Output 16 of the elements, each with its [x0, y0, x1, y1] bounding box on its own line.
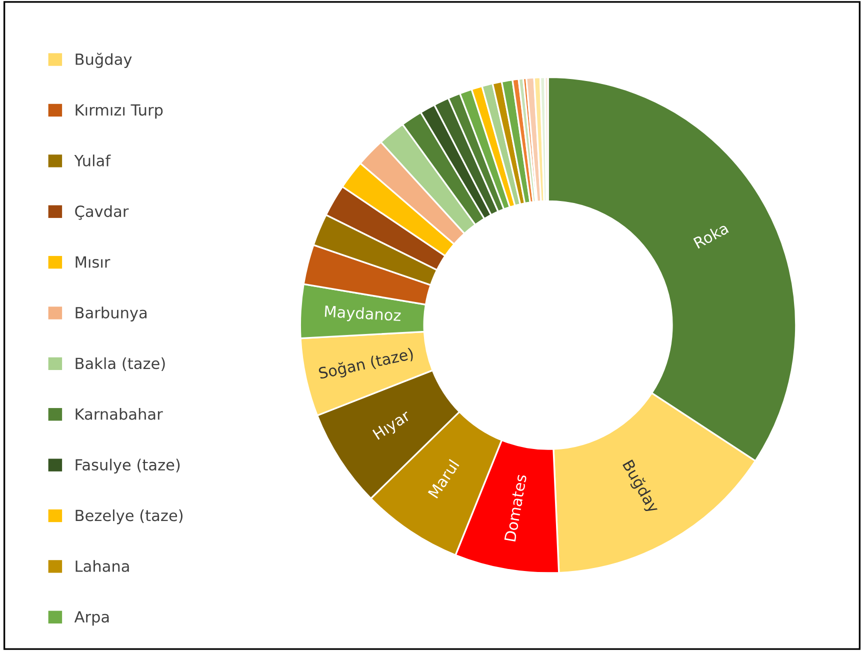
- legend-label: Bakla (taze): [76, 357, 165, 371]
- legend-label: Mısır: [76, 256, 110, 268]
- data-label: Soğan (taze): [318, 347, 414, 382]
- legend-label: Çavdar: [75, 205, 129, 220]
- legend-label: Karnabahar: [76, 408, 163, 420]
- legend-label: Yulaf: [74, 154, 111, 166]
- legend-label: Lahana: [76, 560, 129, 572]
- legend-label: Arpa: [74, 611, 109, 626]
- legend-label: Kırmızı Turp: [76, 104, 163, 119]
- data-label: Roka: [693, 222, 729, 249]
- legend-label: Buğday: [76, 52, 132, 68]
- data-label: Maydanoz: [324, 305, 401, 324]
- data-label: Domates: [504, 474, 527, 542]
- legend-label: Fasulye (taze): [76, 458, 180, 474]
- legend-label: Bezelye (taze): [76, 509, 183, 524]
- legend-label: Barbunya: [76, 306, 146, 322]
